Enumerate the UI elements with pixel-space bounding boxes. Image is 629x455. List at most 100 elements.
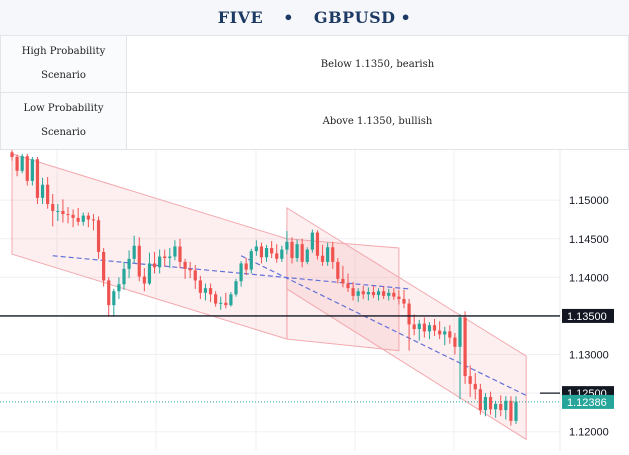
candle-body xyxy=(168,256,172,259)
candle-body xyxy=(188,268,192,271)
candle-body xyxy=(499,403,503,411)
candle-body xyxy=(117,284,121,292)
candle-body xyxy=(51,204,55,211)
candle-body xyxy=(443,331,447,335)
y-tick-label: 1.14000 xyxy=(569,272,609,284)
candle-body xyxy=(397,296,401,299)
candle-body xyxy=(483,396,488,411)
candle-body xyxy=(81,215,85,222)
key-level-tag xyxy=(562,308,614,323)
candle-body xyxy=(407,303,411,325)
candle-body xyxy=(432,325,437,331)
candle-body xyxy=(152,263,157,268)
candle-body xyxy=(305,249,309,262)
candle-body xyxy=(10,152,14,157)
candle-body xyxy=(30,159,34,181)
candle-body xyxy=(295,244,299,259)
candle-body xyxy=(448,331,452,338)
candle-body xyxy=(270,248,274,254)
candle-body xyxy=(56,210,60,212)
candle-body xyxy=(219,302,223,304)
candle-body xyxy=(514,401,518,421)
candle-body xyxy=(244,263,248,270)
candle-body xyxy=(392,292,396,297)
candle-body xyxy=(137,245,141,277)
trendline-dashed-right xyxy=(240,255,527,396)
candle-body xyxy=(183,261,187,269)
candle-body xyxy=(193,270,197,281)
candle-body xyxy=(468,376,472,384)
candle-body xyxy=(463,317,467,377)
candle-body xyxy=(66,214,70,216)
candle-body xyxy=(275,253,279,259)
candle-body xyxy=(280,249,284,259)
header-left-text: FIVE xyxy=(217,8,264,27)
candle-body xyxy=(35,159,40,198)
candle-body xyxy=(142,276,146,284)
scenario-value-high: Below 1.1350, bearish xyxy=(126,35,629,93)
candle-body xyxy=(310,232,314,250)
candle-body xyxy=(351,288,355,296)
candle-body xyxy=(371,292,376,296)
candle-body xyxy=(96,220,101,252)
candle-body xyxy=(387,292,391,296)
candle-body xyxy=(208,288,213,295)
candle-body xyxy=(376,291,381,296)
candle-body xyxy=(427,325,432,332)
candle-body xyxy=(15,156,19,171)
candle-body xyxy=(290,241,294,259)
candle-body xyxy=(163,256,167,259)
scenario-label-high: High Probability Scenario xyxy=(0,35,127,93)
trend-channel-middle xyxy=(286,238,400,352)
candle-body xyxy=(300,244,304,262)
candle-body xyxy=(203,288,208,293)
candle-body xyxy=(239,263,243,282)
candle-body xyxy=(412,324,416,330)
candle-body xyxy=(86,215,90,220)
candle-body xyxy=(107,280,111,306)
price-chart-svg[interactable]: 1.150001.145001.140001.135001.130001.125… xyxy=(0,149,629,451)
candle-body xyxy=(336,261,340,279)
price-chart[interactable]: 1.150001.145001.140001.135001.130001.125… xyxy=(0,149,629,451)
candle-body xyxy=(173,246,177,257)
scenario-row-high: High Probability Scenario Below 1.1350, … xyxy=(0,35,629,93)
candle-body xyxy=(147,263,152,284)
candle-body xyxy=(488,396,493,410)
candle-body xyxy=(422,323,426,332)
candle-body xyxy=(224,302,228,306)
candle-body xyxy=(61,210,65,215)
candle-body xyxy=(453,337,457,347)
candle-body xyxy=(315,232,320,256)
candle-body xyxy=(326,247,330,262)
candle-body xyxy=(112,291,116,306)
candle-body xyxy=(132,245,136,259)
y-tick-label: 1.13000 xyxy=(569,350,609,362)
candle-body xyxy=(341,278,345,284)
scenario-table: High Probability Scenario Below 1.1350, … xyxy=(0,35,629,150)
candle-body xyxy=(71,214,75,218)
candle-body xyxy=(198,280,202,293)
candle-body xyxy=(20,156,24,171)
y-tick-label: 1.14500 xyxy=(569,234,609,246)
candle-body xyxy=(249,251,253,270)
last-price-tag-label: 1.12386 xyxy=(567,397,607,409)
candle-body xyxy=(234,281,238,295)
chart-header: FIVE • GBPUSD • xyxy=(0,0,629,35)
scenario-value-low: Above 1.1350, bullish xyxy=(126,92,629,150)
candle-body xyxy=(259,246,264,258)
candle-body xyxy=(402,298,406,304)
header-symbol: GBPUSD xyxy=(313,8,396,27)
candle-body xyxy=(494,403,498,410)
candle-body xyxy=(458,317,462,347)
candle-body xyxy=(438,330,442,335)
candle-body xyxy=(473,383,477,390)
candle-body xyxy=(509,400,513,421)
candle-body xyxy=(285,241,289,250)
scenario-label-low: Low Probability Scenario xyxy=(0,92,127,150)
candle-body xyxy=(366,292,370,295)
candle-body xyxy=(122,268,126,285)
candle-body xyxy=(158,256,162,268)
candle-body xyxy=(254,246,258,252)
candle-body xyxy=(356,291,360,296)
key-level-tag-label: 1.13500 xyxy=(567,311,607,323)
